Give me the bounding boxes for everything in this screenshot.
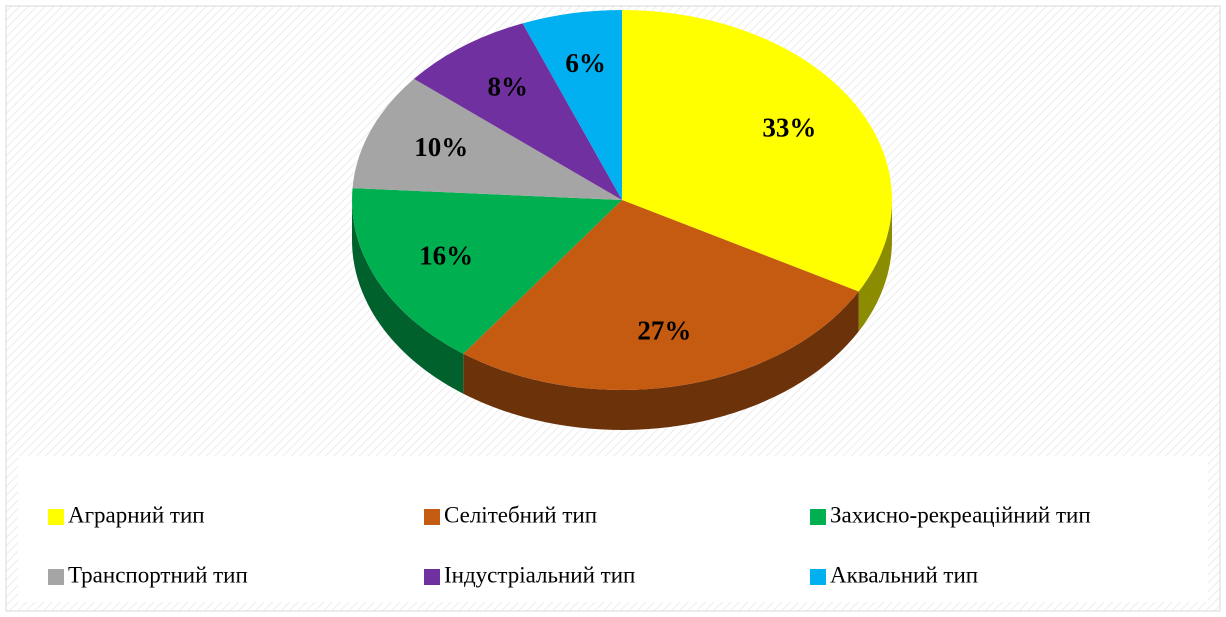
data-label: 10% xyxy=(414,132,468,162)
legend-swatch xyxy=(48,569,64,585)
legend: Аграрний тип Селітебний тип Захисно-рекреа… xyxy=(48,502,1091,587)
legend-label: Аквальний тип xyxy=(830,562,978,587)
legend-swatch xyxy=(810,569,826,585)
data-label: 6% xyxy=(565,48,606,78)
legend-label: Транспортний тип xyxy=(68,562,248,587)
legend-box xyxy=(18,456,1208,602)
legend-label: Селітебний тип xyxy=(444,502,597,527)
legend-swatch xyxy=(48,509,64,525)
data-label: 33% xyxy=(762,113,816,143)
data-label: 16% xyxy=(419,240,473,270)
legend-label: Захисно-рекреаційний тип xyxy=(830,502,1091,527)
legend-swatch xyxy=(424,509,440,525)
slice xyxy=(522,10,622,200)
slice xyxy=(413,23,622,200)
pie: 33% 27% 16% 10% 8% 6% xyxy=(352,10,893,430)
legend-swatch xyxy=(810,509,826,525)
slice-side xyxy=(352,200,464,394)
slice xyxy=(352,188,622,354)
legend-swatch xyxy=(424,569,440,585)
legend-label: Аграрний тип xyxy=(68,502,205,527)
slice-side xyxy=(463,291,859,430)
slice xyxy=(622,10,893,292)
slice xyxy=(463,200,859,390)
legend-label: Індустріальний тип xyxy=(444,562,635,587)
slice-side xyxy=(858,200,892,332)
data-label: 27% xyxy=(637,316,691,346)
data-label: 8% xyxy=(487,72,528,102)
slice xyxy=(352,78,622,200)
